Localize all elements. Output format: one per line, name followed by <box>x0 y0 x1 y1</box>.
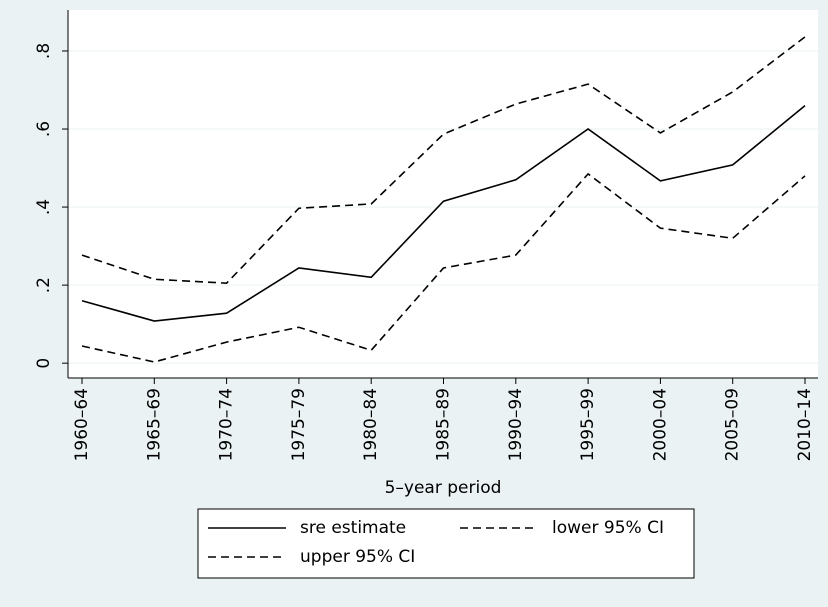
y-tick-label: .8 <box>34 43 54 59</box>
x-tick-label: 1975–79 <box>289 388 309 461</box>
plot-area <box>68 10 818 378</box>
legend-label: lower 95% CI <box>552 518 664 538</box>
x-tick-label: 2005–09 <box>723 388 743 461</box>
x-tick-label: 1990–94 <box>506 388 526 461</box>
y-tick-label: 0 <box>34 358 54 369</box>
x-tick-label: 2000–04 <box>650 388 670 461</box>
legend-label: upper 95% CI <box>300 547 415 567</box>
series-line <box>81 172 806 363</box>
x-tick-label: 1980–84 <box>361 388 381 461</box>
x-axis-label: 5–year period <box>385 478 502 498</box>
legend <box>197 508 695 579</box>
x-tick-label: 1985–89 <box>434 388 454 461</box>
x-tick-label: 1970–74 <box>217 388 237 461</box>
x-tick-label: 2010–14 <box>795 388 815 461</box>
series-line <box>81 104 806 322</box>
y-tick-label: .4 <box>34 199 54 215</box>
series-line <box>81 36 806 284</box>
x-tick-label: 1965–69 <box>144 388 164 461</box>
x-tick-label: 1960–64 <box>72 388 92 461</box>
y-tick-label: .2 <box>34 277 54 293</box>
y-tick-label: .6 <box>34 121 54 137</box>
x-tick-label: 1995–99 <box>578 388 598 461</box>
legend-label: sre estimate <box>300 518 406 538</box>
